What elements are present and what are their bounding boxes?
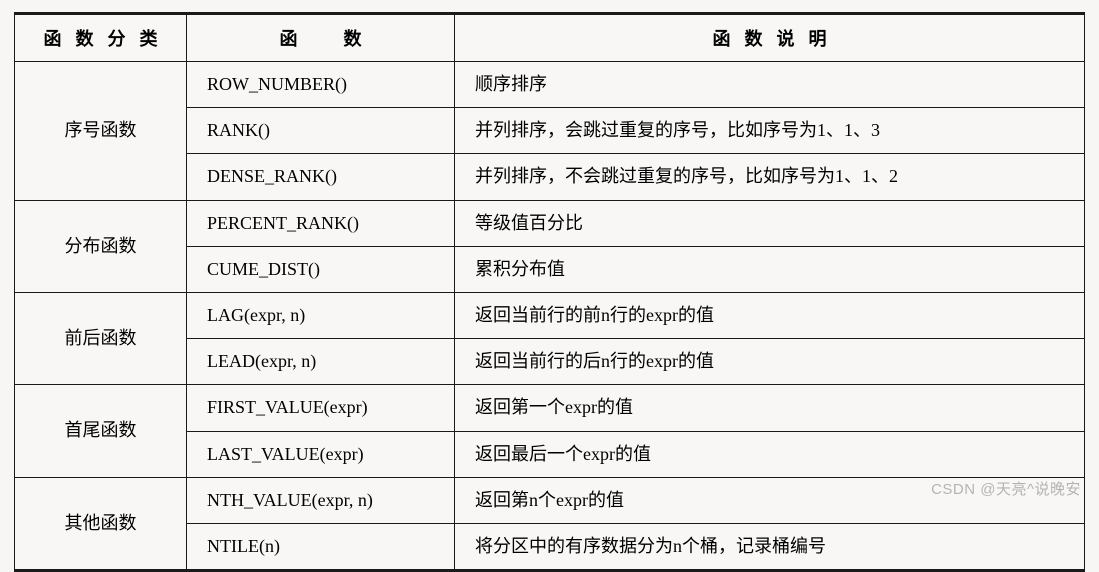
function-cell: RANK() bbox=[187, 108, 455, 154]
category-cell: 前后函数 bbox=[15, 292, 187, 384]
function-cell: FIRST_VALUE(expr) bbox=[187, 385, 455, 431]
table-row: 序号函数ROW_NUMBER()顺序排序 bbox=[15, 62, 1085, 108]
function-cell: ROW_NUMBER() bbox=[187, 62, 455, 108]
category-cell: 首尾函数 bbox=[15, 385, 187, 477]
function-cell: PERCENT_RANK() bbox=[187, 200, 455, 246]
description-cell: 返回当前行的前n行的expr的值 bbox=[455, 292, 1085, 338]
function-cell: LEAD(expr, n) bbox=[187, 339, 455, 385]
description-cell: 返回当前行的后n行的expr的值 bbox=[455, 339, 1085, 385]
function-cell: LAG(expr, n) bbox=[187, 292, 455, 338]
functions-table: 函数分类 函 数 函数说明 序号函数ROW_NUMBER()顺序排序RANK()… bbox=[14, 12, 1085, 572]
description-cell: 并列排序，不会跳过重复的序号，比如序号为1、1、2 bbox=[455, 154, 1085, 200]
function-cell: LAST_VALUE(expr) bbox=[187, 431, 455, 477]
description-cell: 顺序排序 bbox=[455, 62, 1085, 108]
header-function: 函 数 bbox=[187, 14, 455, 62]
category-cell: 分布函数 bbox=[15, 200, 187, 292]
category-cell: 其他函数 bbox=[15, 477, 187, 570]
function-cell: NTH_VALUE(expr, n) bbox=[187, 477, 455, 523]
function-cell: CUME_DIST() bbox=[187, 246, 455, 292]
description-cell: 并列排序，会跳过重复的序号，比如序号为1、1、3 bbox=[455, 108, 1085, 154]
table-header-row: 函数分类 函 数 函数说明 bbox=[15, 14, 1085, 62]
table-row: 分布函数PERCENT_RANK()等级值百分比 bbox=[15, 200, 1085, 246]
table-row: 前后函数LAG(expr, n)返回当前行的前n行的expr的值 bbox=[15, 292, 1085, 338]
table-row: 首尾函数FIRST_VALUE(expr)返回第一个expr的值 bbox=[15, 385, 1085, 431]
description-cell: 将分区中的有序数据分为n个桶，记录桶编号 bbox=[455, 523, 1085, 570]
function-cell: NTILE(n) bbox=[187, 523, 455, 570]
table-row: 其他函数NTH_VALUE(expr, n)返回第n个expr的值 bbox=[15, 477, 1085, 523]
description-cell: 返回最后一个expr的值 bbox=[455, 431, 1085, 477]
table-body: 序号函数ROW_NUMBER()顺序排序RANK()并列排序，会跳过重复的序号，… bbox=[15, 62, 1085, 571]
header-description: 函数说明 bbox=[455, 14, 1085, 62]
description-cell: 累积分布值 bbox=[455, 246, 1085, 292]
description-cell: 等级值百分比 bbox=[455, 200, 1085, 246]
function-cell: DENSE_RANK() bbox=[187, 154, 455, 200]
category-cell: 序号函数 bbox=[15, 62, 187, 201]
description-cell: 返回第一个expr的值 bbox=[455, 385, 1085, 431]
description-cell: 返回第n个expr的值 bbox=[455, 477, 1085, 523]
header-category: 函数分类 bbox=[15, 14, 187, 62]
